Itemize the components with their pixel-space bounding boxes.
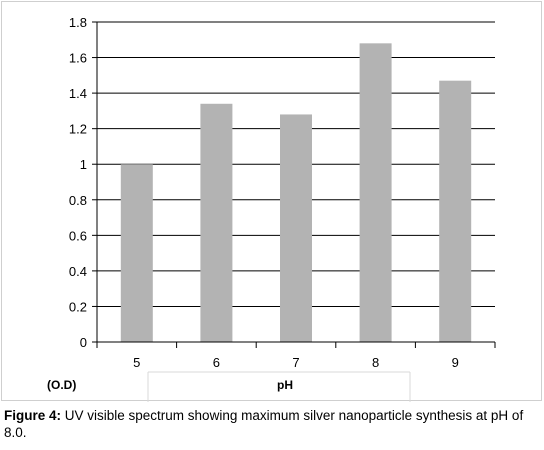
y-tick-label: 1.6 — [69, 51, 87, 66]
axes — [92, 21, 496, 402]
y-tick-label: 0.6 — [69, 228, 87, 243]
y-tick-label: 1 — [80, 157, 87, 172]
bar-ph-5 — [120, 164, 153, 342]
bar-chart: 0 0.2 0.4 0.6 0.8 1 1.2 1.4 1.6 1.8 5 6 7 8 9 (O.D) p… — [47, 15, 496, 402]
x-tick-label: 9 — [452, 355, 459, 370]
y-tick-label: 0.2 — [69, 299, 87, 314]
bars — [120, 43, 472, 343]
y-tick-label: 1.4 — [69, 86, 87, 101]
y-tick-label: 0.8 — [69, 193, 87, 208]
y-tick-label: 1.2 — [69, 122, 87, 137]
figure-caption: Figure 4: UV visible spectrum showing ma… — [4, 407, 540, 441]
axis-labels: (O.D) pH — [47, 378, 293, 392]
caption-label: Figure 4: — [4, 408, 62, 423]
bar-ph-7 — [280, 114, 312, 342]
x-tick-label: 6 — [213, 355, 220, 370]
caption-text: UV visible spectrum showing maximum silv… — [4, 408, 524, 440]
chart-frame: 0 0.2 0.4 0.6 0.8 1 1.2 1.4 1.6 1.8 5 6 7 8 9 (O.D) p… — [1, 1, 542, 402]
x-tick-label: 5 — [133, 355, 140, 370]
y-tick-labels: 0 0.2 0.4 0.6 0.8 1 1.2 1.4 1.6 1.8 — [69, 15, 87, 350]
x-axis-label: pH — [277, 378, 293, 392]
x-tick-label: 8 — [372, 355, 379, 370]
y-axis-label: (O.D) — [47, 378, 76, 392]
y-tick-label: 0.4 — [69, 264, 87, 279]
y-tick-label: 1.8 — [69, 15, 87, 30]
y-tick-label: 0 — [80, 335, 87, 350]
x-tick-label: 7 — [292, 355, 299, 370]
x-tick-labels: 5 6 7 8 9 — [133, 355, 459, 370]
bar-ph-8 — [359, 43, 392, 342]
bar-ph-9 — [439, 80, 472, 343]
bar-ph-6 — [200, 103, 233, 343]
